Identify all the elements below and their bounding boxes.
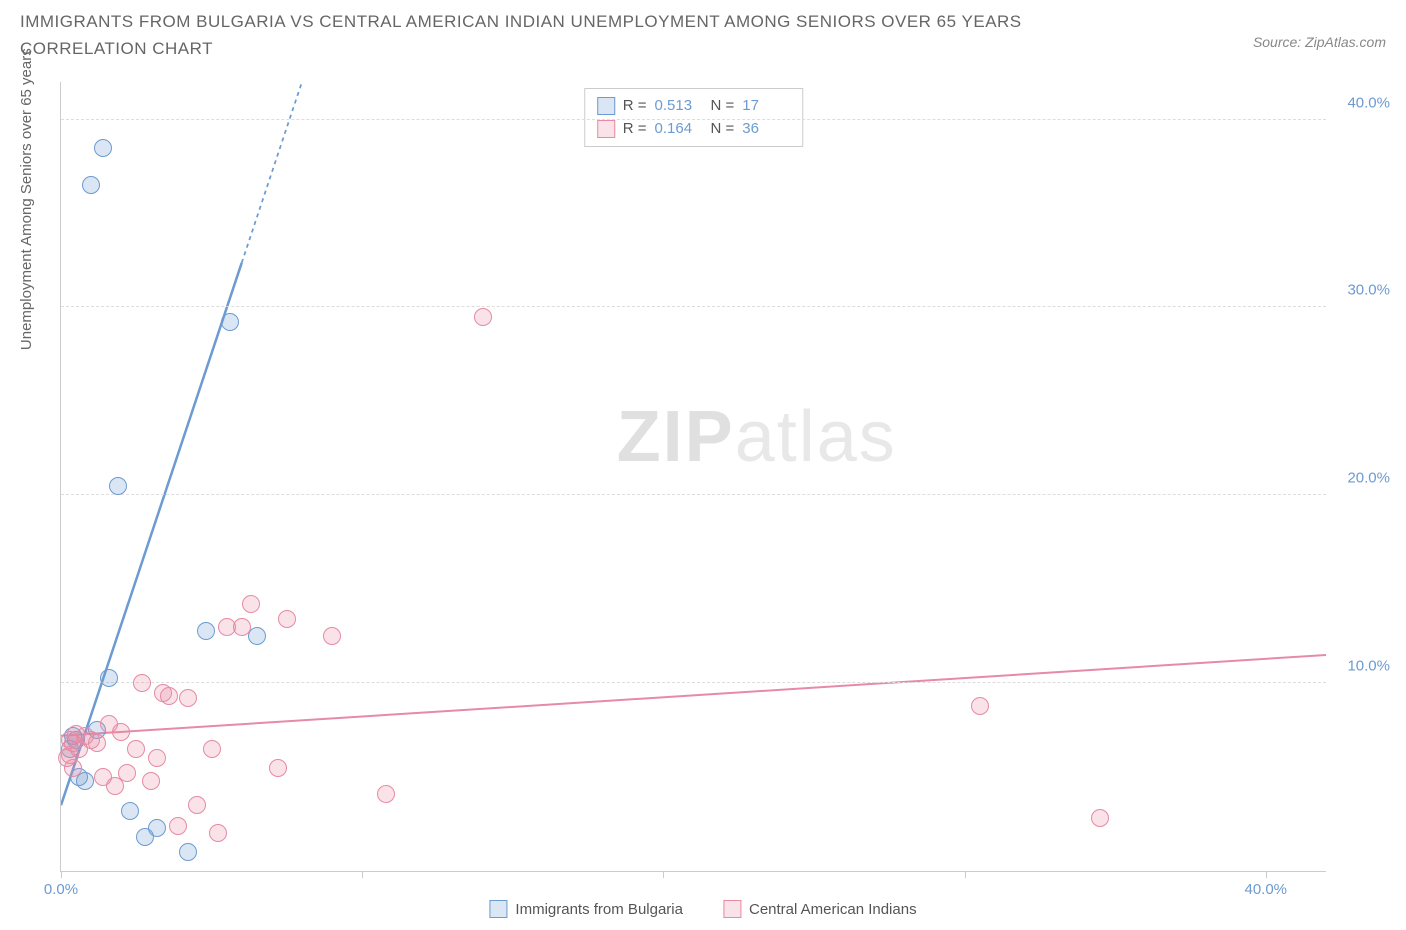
data-point <box>209 824 227 842</box>
legend-swatch-1 <box>489 900 507 918</box>
data-point <box>94 139 112 157</box>
stat-n-value-2: 36 <box>742 118 790 141</box>
data-point <box>100 669 118 687</box>
x-tick <box>663 871 664 878</box>
data-point <box>179 689 197 707</box>
data-point <box>118 764 136 782</box>
data-point <box>233 618 251 636</box>
data-point <box>203 740 221 758</box>
stat-r-value-2: 0.164 <box>655 118 703 141</box>
data-point <box>242 595 260 613</box>
data-point <box>160 687 178 705</box>
stat-n-label: N = <box>711 118 735 141</box>
data-point <box>121 802 139 820</box>
stat-r-value-1: 0.513 <box>655 95 703 118</box>
data-point <box>127 740 145 758</box>
x-tick <box>61 871 62 878</box>
watermark-bold: ZIP <box>617 397 735 477</box>
x-tick <box>965 871 966 878</box>
y-tick-label: 20.0% <box>1347 470 1390 487</box>
legend-swatch-2 <box>723 900 741 918</box>
chart-container: Unemployment Among Seniors over 65 years… <box>0 72 1406 930</box>
data-point <box>269 759 287 777</box>
watermark-light: atlas <box>735 397 897 477</box>
data-point <box>474 308 492 326</box>
data-point <box>377 785 395 803</box>
x-tick <box>362 871 363 878</box>
data-point <box>278 610 296 628</box>
stats-row-1: R = 0.513 N = 17 <box>597 95 791 118</box>
chart-title: IMMIGRANTS FROM BULGARIA VS CENTRAL AMER… <box>20 8 1140 62</box>
x-tick <box>1266 871 1267 878</box>
watermark: ZIPatlas <box>617 396 897 478</box>
data-point <box>109 477 127 495</box>
gridline <box>61 119 1326 120</box>
stats-row-2: R = 0.164 N = 36 <box>597 118 791 141</box>
legend-item-1: Immigrants from Bulgaria <box>489 900 683 918</box>
data-point <box>1091 809 1109 827</box>
data-point <box>148 749 166 767</box>
data-point <box>112 723 130 741</box>
y-tick-label: 10.0% <box>1347 658 1390 675</box>
data-point <box>133 674 151 692</box>
data-point <box>82 176 100 194</box>
legend-label-2: Central American Indians <box>749 901 917 918</box>
y-axis-label: Unemployment Among Seniors over 65 years <box>18 48 35 350</box>
swatch-series-2 <box>597 120 615 138</box>
gridline <box>61 494 1326 495</box>
data-point <box>64 759 82 777</box>
data-point <box>179 843 197 861</box>
data-point <box>169 817 187 835</box>
data-point <box>148 819 166 837</box>
data-point <box>323 627 341 645</box>
data-point <box>88 734 106 752</box>
regression-lines <box>61 82 1326 871</box>
legend-item-2: Central American Indians <box>723 900 917 918</box>
y-tick-label: 40.0% <box>1347 94 1390 111</box>
gridline <box>61 306 1326 307</box>
data-point <box>142 772 160 790</box>
data-point <box>221 313 239 331</box>
stat-n-label: N = <box>711 95 735 118</box>
stat-r-label: R = <box>623 95 647 118</box>
y-tick-label: 30.0% <box>1347 282 1390 299</box>
gridline <box>61 682 1326 683</box>
stats-box: R = 0.513 N = 17 R = 0.164 N = 36 <box>584 88 804 147</box>
legend: Immigrants from Bulgaria Central America… <box>489 900 916 918</box>
legend-label-1: Immigrants from Bulgaria <box>515 901 683 918</box>
x-tick-label: 40.0% <box>1244 881 1287 898</box>
data-point <box>188 796 206 814</box>
data-point <box>248 627 266 645</box>
swatch-series-1 <box>597 97 615 115</box>
source-label: Source: ZipAtlas.com <box>1253 34 1386 50</box>
stat-r-label: R = <box>623 118 647 141</box>
data-point <box>971 697 989 715</box>
plot-area: ZIPatlas R = 0.513 N = 17 R = 0.164 N = … <box>60 82 1326 872</box>
data-point <box>197 622 215 640</box>
x-tick-label: 0.0% <box>44 881 78 898</box>
stat-n-value-1: 17 <box>742 95 790 118</box>
